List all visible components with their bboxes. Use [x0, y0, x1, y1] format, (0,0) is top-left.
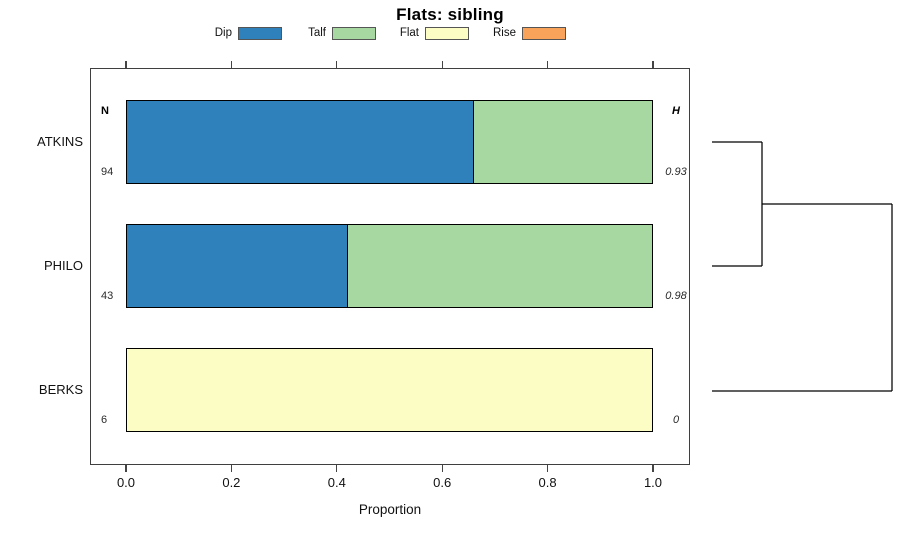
h-value-philo: 0.98 [665, 290, 687, 302]
axis-tick-top [652, 61, 654, 68]
legend-swatch-rise [522, 26, 566, 40]
axis-tick-top [125, 61, 127, 68]
axis-tick-top [547, 61, 549, 68]
bar-segment-talf [473, 101, 652, 183]
n-value-atkins: 94 [101, 166, 114, 178]
n-value-berks: 6 [101, 414, 108, 426]
h-value-berks: 0 [672, 414, 680, 426]
axis-tick-top [336, 61, 338, 68]
plot-box [90, 68, 690, 465]
axis-tick-bottom [652, 465, 654, 472]
axis-tick-bottom [336, 465, 338, 472]
bar-berks [126, 348, 653, 432]
axis-tick-bottom [441, 465, 443, 472]
axis-tick-label: 1.0 [643, 475, 663, 490]
h-column-header: H [672, 105, 680, 117]
axis-tick-label: 0.0 [116, 475, 136, 490]
bar-segment-dip [127, 225, 348, 307]
bar-philo [126, 224, 653, 308]
legend-swatch-talf [332, 26, 376, 40]
axis-tick-bottom [125, 465, 127, 472]
legend-item-talf: Talf [262, 25, 376, 41]
bar-segment-dip [127, 101, 474, 183]
axis-tick-label: 0.6 [433, 475, 452, 490]
category-label-philo: PHILO [43, 258, 83, 273]
h-value-atkins: 0.93 [665, 166, 687, 178]
axis-tick-label: 0.2 [222, 475, 241, 490]
category-label-berks: BERKS [38, 382, 83, 397]
legend-swatch-flat [425, 26, 469, 40]
legend-label: Talf [308, 27, 326, 39]
chart-title: Flats: sibling [396, 5, 504, 24]
bar-segment-talf [347, 225, 652, 307]
axis-tick-top [230, 61, 233, 68]
bar-segment-flat [127, 349, 652, 431]
legend-label: Rise [492, 27, 516, 39]
legend-item-flat: Flat [355, 25, 469, 41]
legend-item-rise: Rise [452, 25, 566, 41]
bar-atkins [126, 100, 653, 184]
axis-tick-bottom [230, 465, 233, 472]
legend-label: Dip [214, 27, 232, 39]
n-column-header: N [101, 105, 109, 117]
legend-swatch-dip [238, 26, 282, 40]
axis-tick-label: 0.4 [327, 475, 346, 490]
n-value-philo: 43 [101, 290, 114, 302]
x-axis-label: Proportion [358, 502, 422, 517]
category-label-atkins: ATKINS [37, 134, 83, 149]
legend-item-dip: Dip [168, 25, 282, 41]
axis-tick-top [441, 61, 443, 68]
legend-label: Flat [399, 27, 419, 39]
axis-tick-bottom [547, 465, 549, 472]
axis-tick-label: 0.8 [538, 475, 557, 490]
